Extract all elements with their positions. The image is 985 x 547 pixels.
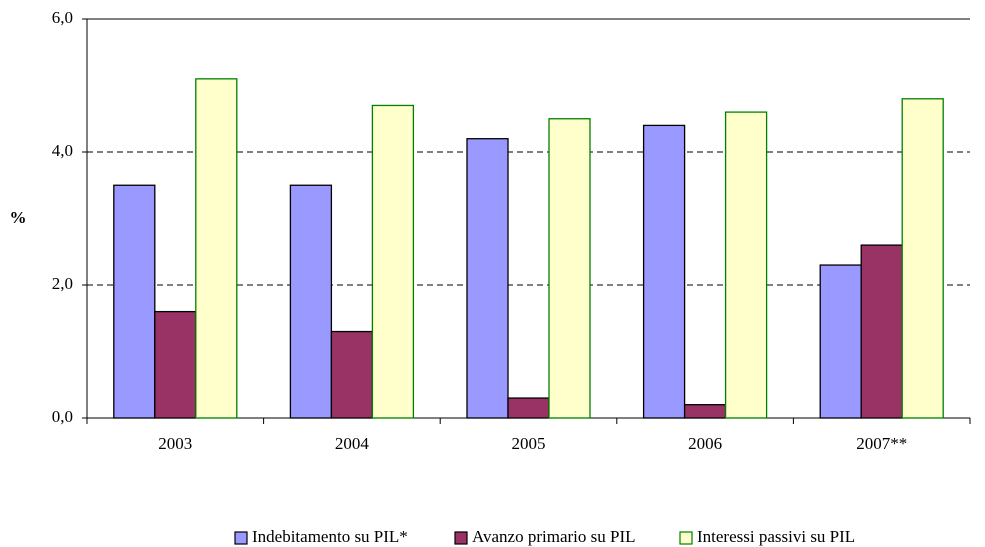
legend-label: Interessi passivi su PIL	[697, 527, 855, 546]
y-tick-label: 2,0	[52, 274, 73, 293]
bar	[642, 124, 686, 419]
bar	[289, 184, 333, 419]
bar	[860, 244, 903, 419]
bar	[154, 310, 197, 419]
legend-label: Indebitamento su PIL*	[252, 527, 408, 546]
bar	[195, 78, 238, 419]
x-tick-label: 2007**	[856, 434, 907, 453]
bar	[466, 138, 509, 419]
bar	[330, 330, 374, 419]
bar	[113, 184, 156, 419]
x-tick-label: 2003	[158, 434, 192, 453]
y-tick-label: 4,0	[52, 141, 73, 160]
y-tick-label: 6,0	[52, 8, 73, 27]
bar	[548, 118, 591, 419]
x-tick-label: 2005	[512, 434, 546, 453]
legend-label: Avanzo primario su PIL	[472, 527, 636, 546]
bar	[507, 397, 550, 419]
y-tick-label: 0,0	[52, 407, 73, 426]
bar	[901, 98, 944, 419]
legend-swatch	[679, 531, 693, 545]
bar	[724, 111, 768, 419]
x-tick-label: 2004	[335, 434, 370, 453]
y-axis-label: %	[10, 208, 27, 227]
legend-swatch	[454, 531, 468, 545]
bar	[683, 404, 727, 419]
legend-swatch	[234, 531, 248, 545]
x-tick-label: 2006	[688, 434, 722, 453]
bar	[371, 104, 415, 419]
bar	[819, 264, 862, 419]
